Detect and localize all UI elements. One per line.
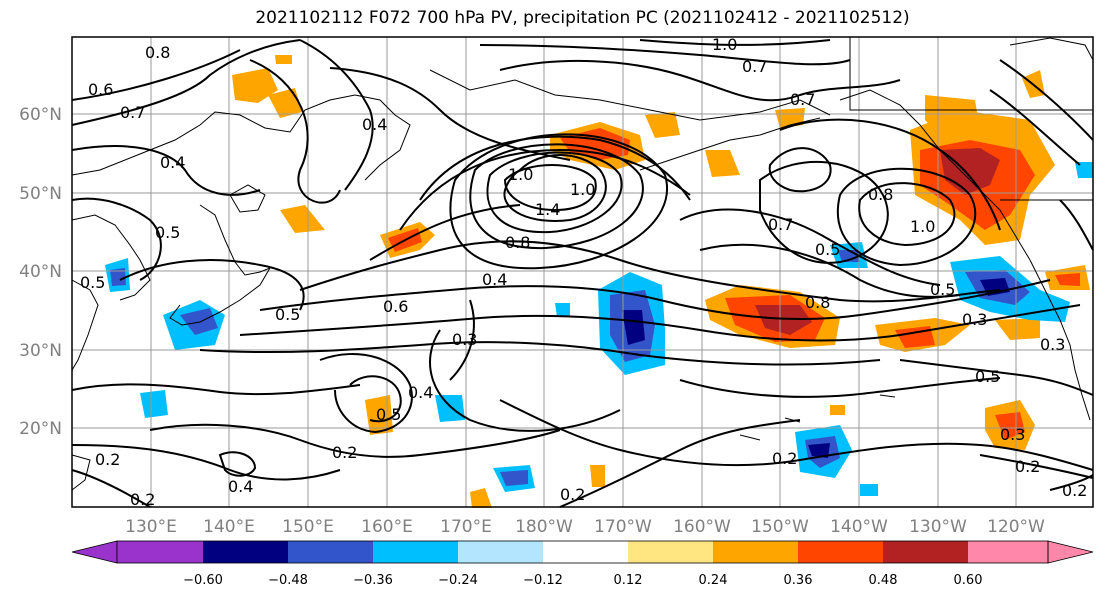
colorbar-segment (883, 541, 968, 563)
contour-label: 1.0 (570, 180, 595, 199)
lon-label: 120°W (987, 517, 1045, 537)
contour-label: 0.5 (80, 273, 105, 292)
lon-label: 160°E (361, 517, 413, 537)
colorbar-tick-label: −0.60 (183, 573, 223, 588)
lon-label: 180°W (515, 517, 573, 537)
colorbar-segment (117, 541, 203, 563)
colorbar-extend-right (1047, 540, 1094, 564)
contour-labels: 0.8 0.6 0.7 0.4 0.4 0.5 0.5 0.5 0.6 0.3 … (80, 35, 1087, 509)
lon-label: 150°W (751, 517, 809, 537)
contour-label: 0.3 (1000, 425, 1025, 444)
precip-shading (105, 55, 1093, 508)
contour-label: 0.3 (452, 330, 477, 349)
contour-label: 0.7 (120, 103, 145, 122)
colorbar-tick-label: 0.60 (954, 573, 983, 588)
contour-label: 0.4 (362, 115, 387, 134)
map-frame (71, 36, 1094, 508)
contour-label: 0.6 (88, 80, 113, 99)
pv-contours (71, 39, 1094, 508)
precip-negative-patches (105, 162, 1093, 496)
contour-label: 0.5 (975, 367, 1000, 386)
contour-label: 0.7 (768, 215, 793, 234)
contour-label: 0.8 (145, 43, 170, 62)
contour-label: 0.2 (560, 485, 585, 504)
lon-label: 150°E (282, 517, 334, 537)
colorbar-tick-label: 0.48 (869, 573, 898, 588)
contour-label: 0.8 (868, 185, 893, 204)
colorbar-tick-label: −0.24 (438, 573, 478, 588)
colorbar-tick-label: −0.48 (268, 573, 308, 588)
colorbar-segment (458, 541, 543, 563)
contour-label: 0.4 (408, 383, 433, 402)
precip-positive-patches (232, 55, 1090, 508)
coastlines (71, 37, 1094, 491)
contour-label: 1.0 (508, 165, 533, 184)
lat-label: 40°N (19, 262, 62, 282)
colorbar-tick-label: 0.12 (614, 573, 643, 588)
contour-label: 0.2 (332, 443, 357, 462)
contour-label: 0.4 (228, 477, 253, 496)
contour-label: 0.8 (805, 293, 830, 312)
contour-label: 0.2 (95, 450, 120, 469)
colorbar-segment (798, 541, 883, 563)
lat-label: 60°N (19, 105, 62, 125)
colorbar-segment (713, 541, 798, 563)
colorbar-tick-label: 0.24 (699, 573, 728, 588)
contour-label: 0.5 (930, 280, 955, 299)
contour-label: 1.0 (910, 217, 935, 236)
colorbar-tick-label: 0.36 (784, 573, 813, 588)
colorbar-segment (203, 541, 288, 563)
colorbar-tick-label: −0.12 (523, 573, 563, 588)
contour-label: 0.2 (1015, 457, 1040, 476)
contour-label: 0.5 (275, 305, 300, 324)
colorbar: −0.60 −0.48 −0.36 −0.24 −0.12 0.12 0.24 … (71, 540, 1094, 588)
contour-label: 0.5 (815, 240, 840, 259)
contour-label: 0.8 (505, 233, 530, 252)
contour-label: 0.7 (790, 90, 815, 109)
colorbar-segment (373, 541, 458, 563)
contour-label: 0.5 (155, 223, 180, 242)
lon-label: 170°W (594, 517, 652, 537)
lon-label: 170°E (440, 517, 492, 537)
lon-label: 130°E (125, 517, 177, 537)
longitude-labels: 130°E 140°E 150°E 160°E 170°E 180°W 170°… (125, 517, 1045, 537)
lat-label: 30°N (19, 341, 62, 361)
contour-label: 1.0 (712, 35, 737, 54)
colorbar-segment (288, 541, 373, 563)
contour-label: 0.2 (130, 490, 155, 509)
lon-label: 140°E (203, 517, 255, 537)
contour-label: 0.7 (742, 57, 767, 76)
lon-label: 160°W (673, 517, 731, 537)
colorbar-extend-left (71, 540, 118, 564)
colorbar-segment (968, 541, 1048, 563)
lon-label: 140°W (830, 517, 888, 537)
contour-label: 0.2 (1062, 481, 1087, 500)
contour-label: 0.5 (376, 405, 401, 424)
colorbar-segment (628, 541, 713, 563)
latitude-labels: 60°N 50°N 40°N 30°N 20°N (19, 105, 62, 439)
chart-title: 2021102112 F072 700 hPa PV, precipitatio… (255, 8, 910, 28)
colorbar-segment (543, 541, 628, 563)
contour-label: 0.6 (383, 297, 408, 316)
contour-label: 0.4 (160, 153, 185, 172)
contour-label: 0.2 (772, 449, 797, 468)
contour-label: 0.4 (482, 270, 507, 289)
lat-label: 50°N (19, 184, 62, 204)
contour-label: 0.3 (962, 310, 987, 329)
contour-label: 1.4 (535, 200, 560, 219)
colorbar-tick-label: −0.36 (353, 573, 393, 588)
lon-label: 130°W (909, 517, 967, 537)
colorbar-ticks: −0.60 −0.48 −0.36 −0.24 −0.12 0.12 0.24 … (183, 573, 982, 588)
colorbar-outline (116, 540, 1049, 564)
contour-label: 0.3 (1040, 335, 1065, 354)
lat-label: 20°N (19, 419, 62, 439)
